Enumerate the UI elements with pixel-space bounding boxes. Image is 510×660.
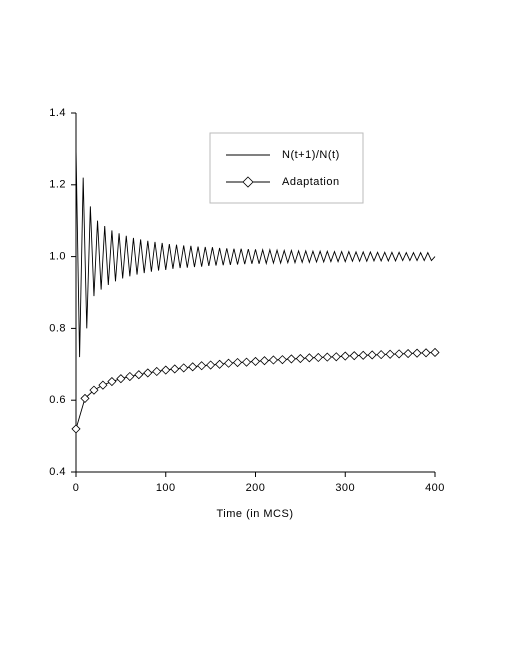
diamond-marker [430, 347, 440, 358]
diamond-marker [250, 356, 261, 366]
diamond-marker [394, 349, 404, 359]
y-tick-label: 0.6 [49, 394, 66, 406]
diamond-marker [277, 355, 287, 365]
series-line [75, 148, 436, 358]
diamond-marker [340, 351, 350, 361]
diamond-marker [98, 380, 108, 390]
diamond-marker [107, 376, 117, 387]
diamond-marker [152, 366, 162, 377]
diamond-marker [224, 358, 234, 368]
diamond-marker [89, 385, 99, 395]
diamond-marker [170, 364, 180, 374]
x-axis-label: Time (in MCS) [217, 508, 294, 520]
diamond-marker [403, 348, 413, 359]
x-tick-label: 0 [73, 482, 80, 494]
diamond-marker [322, 352, 332, 362]
diamond-marker [161, 365, 171, 375]
x-tick-label: 400 [425, 482, 445, 494]
diamond-marker [71, 424, 81, 434]
diamond-marker [313, 352, 323, 363]
diamond-marker [125, 371, 135, 382]
diamond-marker [286, 354, 296, 364]
diamond-marker [349, 351, 359, 361]
y-tick-label: 0.4 [49, 466, 66, 478]
diamond-marker [385, 349, 395, 359]
diamond-marker [232, 357, 243, 368]
diamond-marker [304, 353, 314, 363]
diamond-marker [197, 361, 207, 371]
legend-label: N(t+1)/N(t) [282, 149, 340, 161]
diamond-marker [134, 370, 144, 380]
diamond-marker [412, 348, 422, 358]
diamond-marker [241, 357, 252, 367]
diamond-marker [80, 393, 90, 403]
legend-label: Adaptation [282, 176, 340, 188]
y-tick-label: 1.2 [49, 179, 66, 191]
diamond-marker [268, 355, 279, 365]
y-tick-label: 0.8 [49, 322, 66, 334]
x-tick-label: 300 [335, 482, 355, 494]
diamond-marker [295, 353, 305, 364]
diamond-marker [367, 350, 377, 360]
diamond-marker [179, 363, 189, 373]
diamond-marker [116, 374, 126, 384]
diamond-marker [331, 352, 341, 362]
diamond-marker [206, 360, 216, 370]
diamond-marker [188, 362, 198, 372]
y-tick-label: 1.0 [49, 251, 66, 263]
legend-box [209, 132, 364, 204]
y-tick-label: 1.4 [49, 107, 66, 119]
diamond-marker [215, 359, 225, 369]
x-tick-label: 200 [246, 482, 266, 494]
diamond-marker [376, 350, 386, 360]
diamond-marker [143, 368, 153, 378]
diamond-marker [259, 356, 270, 366]
legend-marker [242, 176, 254, 188]
diamond-marker [421, 348, 431, 358]
diamond-marker [358, 350, 368, 360]
x-tick-label: 100 [156, 482, 176, 494]
